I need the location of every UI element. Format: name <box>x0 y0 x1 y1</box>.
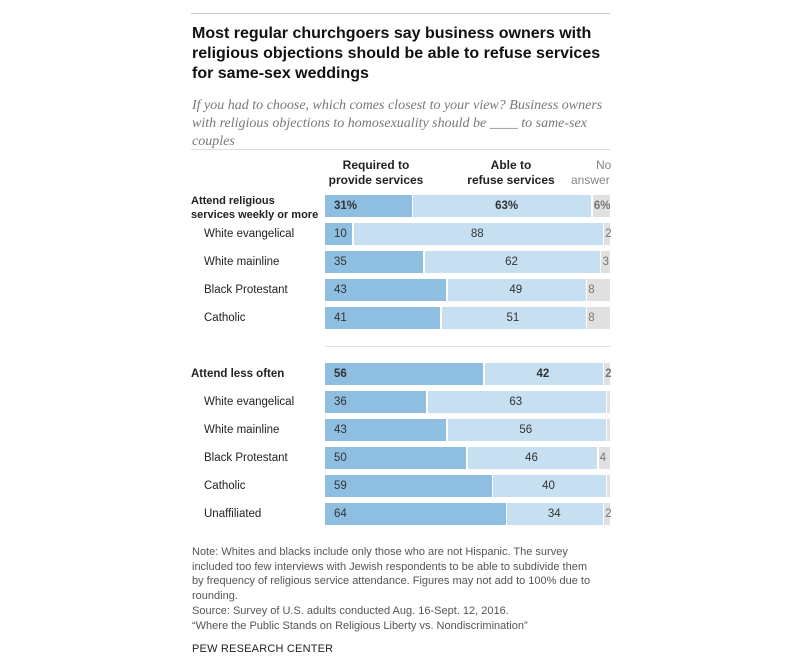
bar-required <box>325 363 484 385</box>
row-label: White mainline <box>204 256 280 268</box>
data-label: 56 <box>334 368 347 380</box>
data-label: 88 <box>470 228 484 240</box>
row-label: Attend less often <box>191 368 285 380</box>
bar-no-answer <box>587 307 610 329</box>
bar-required <box>325 279 447 301</box>
chart-area: Required to provide services Able to ref… <box>191 158 611 525</box>
data-label: 56 <box>519 424 533 436</box>
data-label: 50 <box>334 452 347 464</box>
report-title-line: “Where the Public Stands on Religious Li… <box>192 619 528 632</box>
bar-no-answer <box>607 475 610 497</box>
data-label: 8 <box>588 312 595 324</box>
data-label: 63 <box>509 396 523 408</box>
bar-required <box>325 475 492 497</box>
bar-refuse <box>447 279 586 301</box>
data-label: 46 <box>525 452 538 464</box>
bar-refuse <box>484 363 603 385</box>
legend-required-line1: Required to <box>342 158 410 172</box>
source-line: Source: Survey of U.S. adults conducted … <box>192 604 509 617</box>
row-label: White evangelical <box>204 396 295 408</box>
bar-no-answer <box>607 391 610 413</box>
row-label: White mainline <box>204 424 280 436</box>
bar-required <box>325 307 441 329</box>
bar-required <box>325 195 412 217</box>
data-label: 2 <box>605 368 611 380</box>
data-label: 2 <box>605 508 611 520</box>
bar-refuse <box>493 475 606 497</box>
data-label: 43 <box>334 284 347 296</box>
data-label: 42 <box>536 368 550 380</box>
data-label: 35 <box>334 256 347 268</box>
chart-subtitle: If you had to choose, which comes closes… <box>192 98 603 149</box>
bar-no-answer <box>607 419 610 441</box>
bar-no-answer <box>604 363 610 385</box>
data-label: 4 <box>599 452 606 464</box>
legend-refuse-line2: refuse services <box>467 173 555 187</box>
data-label: 8 <box>588 284 595 296</box>
data-label: 41 <box>334 312 347 324</box>
group-divider <box>325 346 611 347</box>
row-label: White evangelical <box>204 228 295 240</box>
row-label: Unaffiliated <box>204 508 262 520</box>
bar-refuse <box>424 251 600 273</box>
bar-no-answer <box>604 503 610 525</box>
bar-refuse <box>447 419 606 441</box>
row-label: Catholic <box>204 480 246 492</box>
pew-research-logo: PEW RESEARCH CENTER <box>192 643 334 655</box>
data-label: 49 <box>509 284 523 296</box>
note-line: Note: Whites and blacks include only tho… <box>192 546 568 558</box>
header-rule <box>191 149 610 150</box>
bar-required <box>325 447 466 469</box>
data-label: 34 <box>547 508 561 520</box>
bar-no-answer <box>598 447 610 469</box>
data-label: 36 <box>334 396 347 408</box>
bar-required <box>325 419 447 441</box>
chart-title: Most regular churchgoers say business ow… <box>192 25 601 82</box>
legend-no-answer-line2: answer <box>571 173 610 187</box>
row-label: Attend religious services weekly or more <box>191 195 319 221</box>
bar-refuse <box>413 195 592 217</box>
data-label: 6% <box>593 200 611 212</box>
bar-refuse <box>467 447 598 469</box>
data-label: 63% <box>495 200 519 212</box>
top-rule <box>191 13 610 14</box>
bar-required <box>325 223 352 245</box>
note-line: included too few interviews with Jewish … <box>192 560 588 573</box>
legend-no-answer: No answer <box>571 158 611 188</box>
data-label: 31% <box>334 200 358 212</box>
bar-refuse <box>427 391 606 413</box>
data-label: 59 <box>334 480 347 492</box>
data-label: 40 <box>542 480 555 492</box>
data-label: 62 <box>505 256 518 268</box>
chart-note: Note: Whites and blacks include only tho… <box>192 545 612 633</box>
legend-no-answer-line1: No <box>596 158 611 172</box>
bar-no-answer <box>604 223 610 245</box>
bar-required <box>325 503 506 525</box>
bar-no-answer <box>587 279 610 301</box>
data-label: 3 <box>602 256 609 268</box>
legend-required-line2: provide services <box>328 173 424 187</box>
legend-required: Required to provide services <box>316 158 436 188</box>
note-line: by frequency of religious service attend… <box>192 575 591 588</box>
data-label: 10 <box>334 228 347 240</box>
bar-required <box>325 251 424 273</box>
row-label: Black Protestant <box>204 284 288 296</box>
data-label: 64 <box>334 508 347 520</box>
bar-required <box>325 391 427 413</box>
bar-no-answer <box>601 251 610 273</box>
bar-no-answer <box>592 195 610 217</box>
data-label: 2 <box>605 228 611 240</box>
legend-refuse-line1: Able to <box>490 158 532 172</box>
legend-refuse: Able to refuse services <box>451 158 571 188</box>
bar-refuse <box>507 503 603 525</box>
row-label: Black Protestant <box>204 452 288 464</box>
note-line: rounding. <box>192 590 238 603</box>
data-label: 51 <box>506 312 520 324</box>
bar-refuse <box>353 223 603 245</box>
data-label: 43 <box>334 424 347 436</box>
bar-refuse <box>441 307 586 329</box>
row-label: Catholic <box>204 312 246 324</box>
